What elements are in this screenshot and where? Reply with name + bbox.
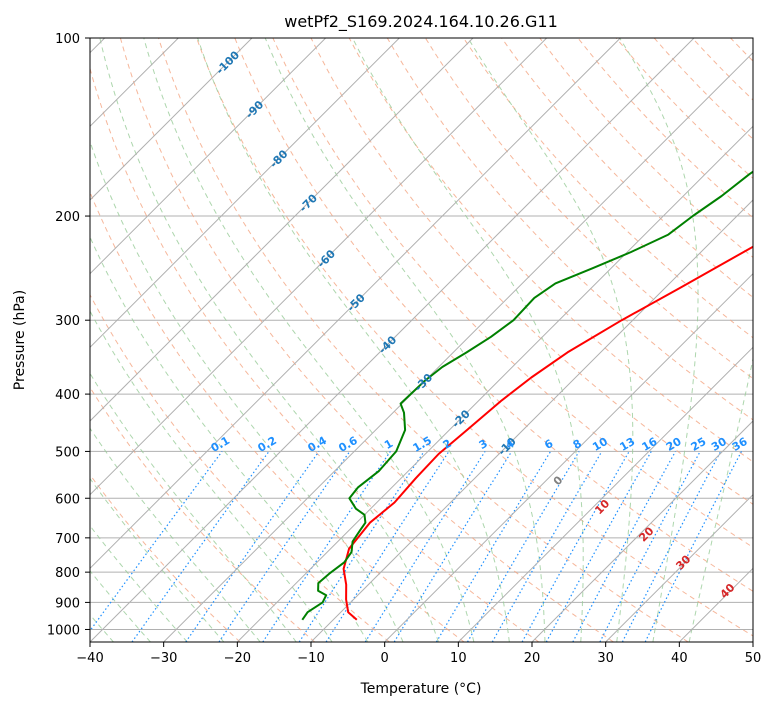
mixing-ratio-line [131,451,270,642]
moist-adiabat-line [90,477,225,642]
dry-adiabat-line [196,38,753,637]
isotherm-line [90,38,621,570]
x-tick-label: 30 [597,651,614,666]
moist-adiabat-line [99,38,439,642]
dry-adiabat-line [348,38,753,463]
mixing-ratio-line [545,451,652,642]
moist-adiabat-line [90,570,151,642]
mixing-ratio-line [435,451,552,642]
isotherm-line [90,38,327,275]
isotherm-line [90,38,548,496]
x-tick-label: 10 [450,651,467,666]
dry-adiabat-line [234,38,753,592]
x-axis-label: Temperature (°C) [360,681,482,697]
x-tick-label: −30 [150,651,177,666]
y-tick-label: 700 [55,532,80,547]
isotherm-line [163,51,753,642]
isotherm-line [90,38,253,201]
isotherm-line [90,38,474,422]
x-tick-label: −10 [297,651,324,666]
x-tick-label: −40 [76,651,103,666]
chart-title: wetPf2_S169.2024.164.10.26.G11 [284,12,558,32]
moist-adiabat-line [90,235,369,642]
moist-adiabat-line [264,38,546,642]
x-tick-label: 20 [524,651,541,666]
dry-adiabat-line [158,38,689,642]
isotherm-lines [90,38,753,642]
mixing-ratio-line [521,451,630,642]
moist-adiabat-line [619,38,699,642]
isotherm-line [90,38,400,349]
y-tick-label: 300 [55,314,80,329]
mixing-ratio-line [393,451,513,642]
dry-adiabat-line [310,38,753,505]
isotherm-line [310,199,753,642]
profile-lines [301,170,753,621]
moist-adiabat-line [90,372,297,642]
dry-adiabat-line [90,386,316,642]
y-tick-label: 900 [55,596,80,611]
grid-lines [90,215,753,630]
x-tick-label: 40 [671,651,688,666]
temperature-line [342,245,753,621]
y-tick-label: 100 [55,32,80,47]
plot-frame [89,37,754,643]
mixing-ratio-line [572,451,677,642]
mixing-ratio-line [218,451,351,642]
mixing-ratio-line [325,451,450,642]
moist-adiabat-line [90,524,188,642]
y-tick-label: 600 [55,492,80,507]
isotherm-line [457,346,753,642]
y-tick-label: 1000 [47,623,80,638]
axes: −40 −30 −20 −10 0 10 20 30 40 50 100 200 300 400 500 60… [47,32,761,666]
isotherm-line [236,125,753,642]
moist-adiabat-line [90,139,404,642]
mixing-ratio-line [466,451,580,642]
y-tick-label: 200 [55,210,80,225]
isotherm-line [90,38,695,642]
x-tick-label: 0 [381,651,389,666]
y-tick-label: 400 [55,388,80,403]
moist-adiabat-line [90,427,261,642]
y-tick-label: 800 [55,566,80,581]
dry-adiabat-line [386,38,753,421]
dewpoint-line [301,170,753,621]
mixing-ratio-line [491,451,603,642]
mixing-ratio-lines [90,451,743,642]
mixing-ratio-line [364,451,486,642]
y-tick-label: 500 [55,445,80,460]
mixing-ratio-line [90,451,223,632]
isotherm-line [531,420,753,642]
dry-adiabat-line [90,293,390,642]
y-axis-label: Pressure (hPa) [12,290,28,390]
isotherm-line [605,493,753,642]
x-tick-label: −20 [224,651,251,666]
x-tick-label: 50 [745,651,762,666]
dry-adiabat-line [90,66,540,642]
moist-adiabat-line [143,38,475,642]
moist-adiabat-line [352,38,584,642]
isotherm-line [384,272,753,642]
